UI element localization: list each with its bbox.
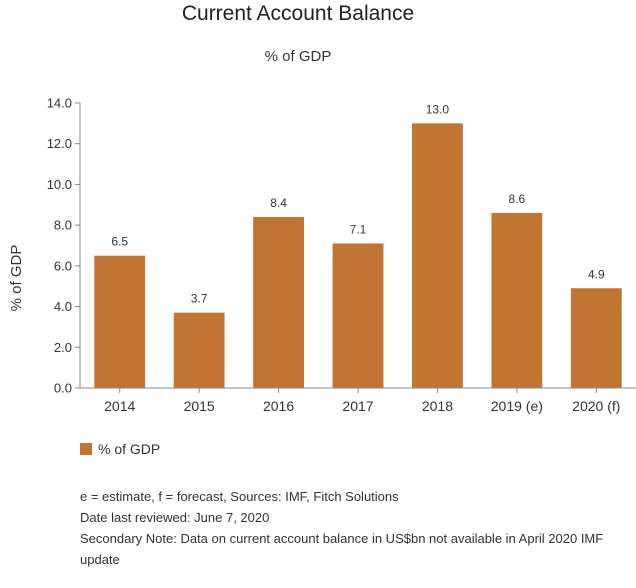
data-label: 8.4: [270, 196, 287, 210]
bars: 6.5 3.7 8.4 7.1 13.0 8.6 4.9: [94, 102, 622, 388]
footnote-sources: e = estimate, f = forecast, Sources: IMF…: [80, 489, 399, 504]
bar-2014: [94, 255, 146, 388]
legend: % of GDP: [80, 441, 160, 457]
x-tick-label: 2019 (e): [491, 398, 543, 414]
data-label: 13.0: [426, 102, 450, 116]
y-tick-label: 6.0: [54, 258, 72, 273]
legend-swatch: [80, 443, 92, 455]
footnote-date-reviewed: Date last reviewed: June 7, 2020: [80, 510, 270, 525]
x-axis-ticks: 2014 2015 2016 2017 2018 2019 (e) 2020 (f): [104, 388, 620, 414]
chart-subtitle: % of GDP: [264, 48, 332, 65]
y-tick-label: 14.0: [47, 96, 72, 111]
y-tick-label: 0.0: [54, 381, 72, 396]
bar-2017: [332, 243, 384, 388]
bar-2020-f: [570, 288, 622, 388]
x-tick-label: 2015: [184, 398, 215, 414]
y-tick-label: 10.0: [47, 177, 72, 192]
y-tick-label: 2.0: [54, 340, 72, 355]
x-tick-label: 2014: [104, 398, 135, 414]
data-label: 3.7: [191, 292, 208, 306]
y-axis-ticks: 0.0 2.0 4.0 6.0 8.0 10.0 12.0 14.0: [47, 96, 80, 396]
chart-title: Current Account Balance: [181, 2, 415, 25]
legend-label: % of GDP: [98, 441, 161, 457]
data-label: 8.6: [509, 192, 526, 206]
footnotes: e = estimate, f = forecast, Sources: IMF…: [80, 486, 620, 570]
bar-2016: [253, 217, 304, 388]
x-tick-label: 2018: [422, 398, 453, 414]
y-tick-label: 8.0: [54, 218, 72, 233]
x-tick-label: 2016: [263, 398, 294, 414]
y-axis-label: % of GDP: [8, 245, 25, 312]
x-tick-label: 2020 (f): [572, 398, 620, 414]
bar-2015: [173, 312, 225, 388]
y-tick-label: 4.0: [54, 299, 72, 314]
bar-2018: [412, 123, 463, 388]
data-label: 7.1: [350, 222, 367, 236]
data-label: 6.5: [111, 235, 128, 249]
footnote-secondary-note: Secondary Note: Data on current account …: [80, 531, 604, 567]
data-label: 4.9: [588, 267, 605, 281]
bar-chart: 0.0 2.0 4.0 6.0 8.0 10.0 12.0 14.0 6.5 3.7 8.4 7.1…: [8, 96, 636, 414]
y-tick-label: 12.0: [47, 136, 72, 151]
bar-2019-e: [491, 212, 543, 388]
x-tick-label: 2017: [342, 398, 373, 414]
